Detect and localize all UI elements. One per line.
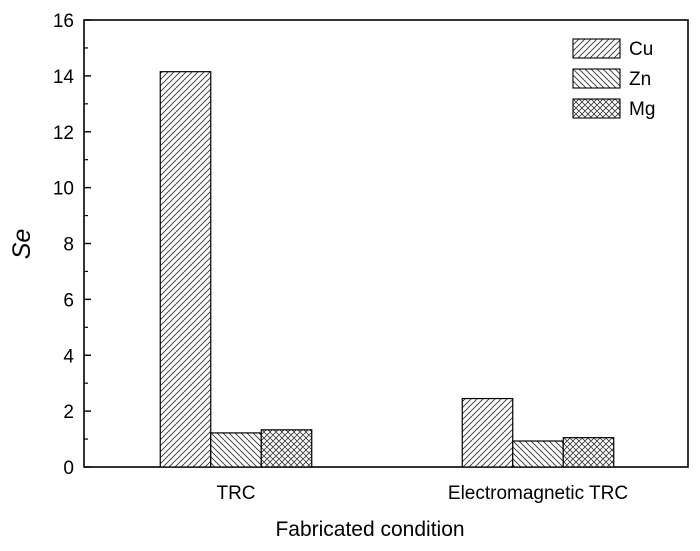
legend: Cu Zn Mg bbox=[572, 38, 655, 120]
bar-zn-1 bbox=[512, 440, 564, 468]
legend-label-zn: Zn bbox=[629, 69, 651, 90]
legend-label-cu: Cu bbox=[629, 39, 653, 60]
y-tick-label-8: 8 bbox=[63, 235, 74, 256]
bars bbox=[159, 71, 615, 468]
bar-mg-0 bbox=[260, 429, 313, 468]
bar-cu-0 bbox=[159, 71, 212, 468]
legend-label-mg: Mg bbox=[629, 99, 655, 120]
legend-swatch-zn bbox=[572, 68, 621, 89]
y-tick-label-6: 6 bbox=[63, 290, 74, 311]
bar-mg-1 bbox=[562, 437, 615, 468]
y-tick-label-12: 12 bbox=[53, 123, 74, 144]
y-tick-label-4: 4 bbox=[63, 346, 74, 367]
x-axis-title: Fabricated condition bbox=[275, 518, 464, 541]
y-tick-label-14: 14 bbox=[53, 67, 75, 88]
y-tick-label-0: 0 bbox=[63, 458, 74, 479]
y-tick-label-2: 2 bbox=[63, 402, 74, 423]
x-tick-label-1: Electromagnetic TRC bbox=[448, 483, 628, 504]
y-axis-title: Se bbox=[8, 229, 36, 260]
y-axis: 0 2 4 6 8 10 12 14 16 bbox=[53, 11, 91, 479]
y-tick-label-10: 10 bbox=[53, 179, 74, 200]
bar-cu-1 bbox=[461, 397, 514, 468]
legend-swatch-cu bbox=[572, 38, 621, 59]
legend-swatch-mg bbox=[572, 98, 621, 119]
y-tick-label-16: 16 bbox=[53, 11, 74, 32]
bar-zn-0 bbox=[210, 432, 262, 468]
x-tick-label-0: TRC bbox=[216, 483, 255, 504]
x-axis: TRC Electromagnetic TRC bbox=[216, 460, 628, 504]
